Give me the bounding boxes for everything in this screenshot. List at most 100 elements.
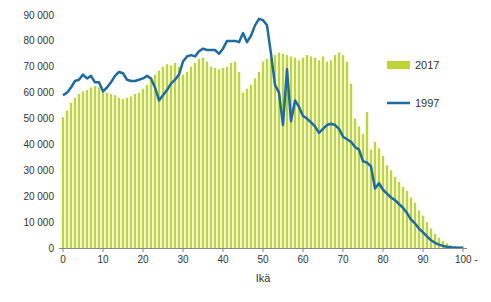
bar (382, 156, 384, 248)
bar (306, 55, 308, 248)
x-tick-label: 40 (217, 254, 229, 265)
bar (154, 75, 156, 248)
bar (350, 84, 352, 248)
x-tick (263, 248, 264, 252)
legend-label: 2017 (415, 59, 439, 71)
bar (222, 68, 224, 248)
x-tick-label: 60 (297, 254, 309, 265)
bar (174, 63, 176, 248)
x-tick (383, 248, 384, 252)
x-tick (423, 248, 424, 252)
bar (98, 87, 100, 248)
bar (302, 58, 304, 248)
bar (378, 148, 380, 248)
bar (318, 60, 320, 248)
bar (282, 54, 284, 248)
bar (362, 134, 364, 248)
bar (66, 111, 68, 248)
bar (270, 56, 272, 248)
bar (234, 62, 236, 248)
x-tick-label: 100 - (455, 254, 478, 265)
bar (110, 94, 112, 248)
bar (178, 67, 180, 248)
bar (118, 98, 120, 248)
bar (86, 90, 88, 248)
bar (230, 63, 232, 248)
y-tick-label: 10 000 (23, 217, 54, 228)
bar (326, 62, 328, 248)
x-axis-label: Ikä (256, 272, 272, 284)
bar (394, 177, 396, 248)
bar (146, 85, 148, 248)
bar (150, 80, 152, 248)
legend-label: 1997 (415, 97, 439, 109)
bar (218, 69, 220, 248)
bar (186, 72, 188, 248)
bar (134, 94, 136, 248)
plot-area (62, 19, 464, 248)
y-tick-label: 60 000 (23, 87, 54, 98)
bar (254, 78, 256, 248)
bar (266, 59, 268, 248)
bar (198, 59, 200, 248)
chart-svg: 010 00020 00030 00040 00050 00060 00070 … (0, 0, 491, 302)
bar (102, 90, 104, 248)
y-tick-label: 30 000 (23, 165, 54, 176)
bar (374, 142, 376, 248)
bar (90, 87, 92, 248)
x-tick-label: 70 (337, 254, 349, 265)
bar (438, 238, 440, 248)
x-tick-label: 50 (257, 254, 269, 265)
legend-swatch (387, 102, 410, 105)
bar (142, 89, 144, 248)
legend-swatch (387, 61, 410, 69)
x-tick (303, 248, 304, 252)
x-tick (343, 248, 344, 252)
bar (194, 63, 196, 248)
bar (406, 191, 408, 248)
bar (298, 60, 300, 248)
bar (314, 58, 316, 248)
x-tick (103, 248, 104, 252)
x-tick (223, 248, 224, 252)
bar (70, 103, 72, 248)
x-tick-label: 0 (60, 254, 66, 265)
bar (182, 75, 184, 248)
x-tick-label: 20 (137, 254, 149, 265)
bar (290, 56, 292, 248)
bar (78, 94, 80, 248)
bar (214, 68, 216, 248)
bar (310, 56, 312, 248)
bar (258, 72, 260, 248)
bar (366, 112, 368, 248)
bar (342, 55, 344, 248)
bar (190, 67, 192, 248)
bar (250, 85, 252, 248)
bar (390, 170, 392, 248)
bar (386, 165, 388, 248)
bar (130, 97, 132, 248)
bar (330, 60, 332, 248)
y-tick-label: 70 000 (23, 61, 54, 72)
bar (202, 58, 204, 248)
bar (126, 98, 128, 248)
x-tick (463, 248, 464, 252)
bar (402, 187, 404, 248)
bar (206, 62, 208, 248)
x-tick (183, 248, 184, 252)
bar (262, 62, 264, 248)
chart-container: 010 00020 00030 00040 00050 00060 00070 … (0, 0, 491, 302)
x-tick-label: 90 (417, 254, 429, 265)
y-tick-label: 20 000 (23, 191, 54, 202)
bar (334, 55, 336, 248)
x-tick-label: 80 (377, 254, 389, 265)
bar (74, 98, 76, 248)
y-tick-label: 90 000 (23, 10, 54, 21)
line (63, 19, 463, 248)
bar (122, 99, 124, 248)
y-tick-label: 40 000 (23, 139, 54, 150)
bar (346, 62, 348, 248)
y-tick-label: 0 (48, 243, 54, 254)
bar (242, 93, 244, 248)
bar (338, 53, 340, 248)
